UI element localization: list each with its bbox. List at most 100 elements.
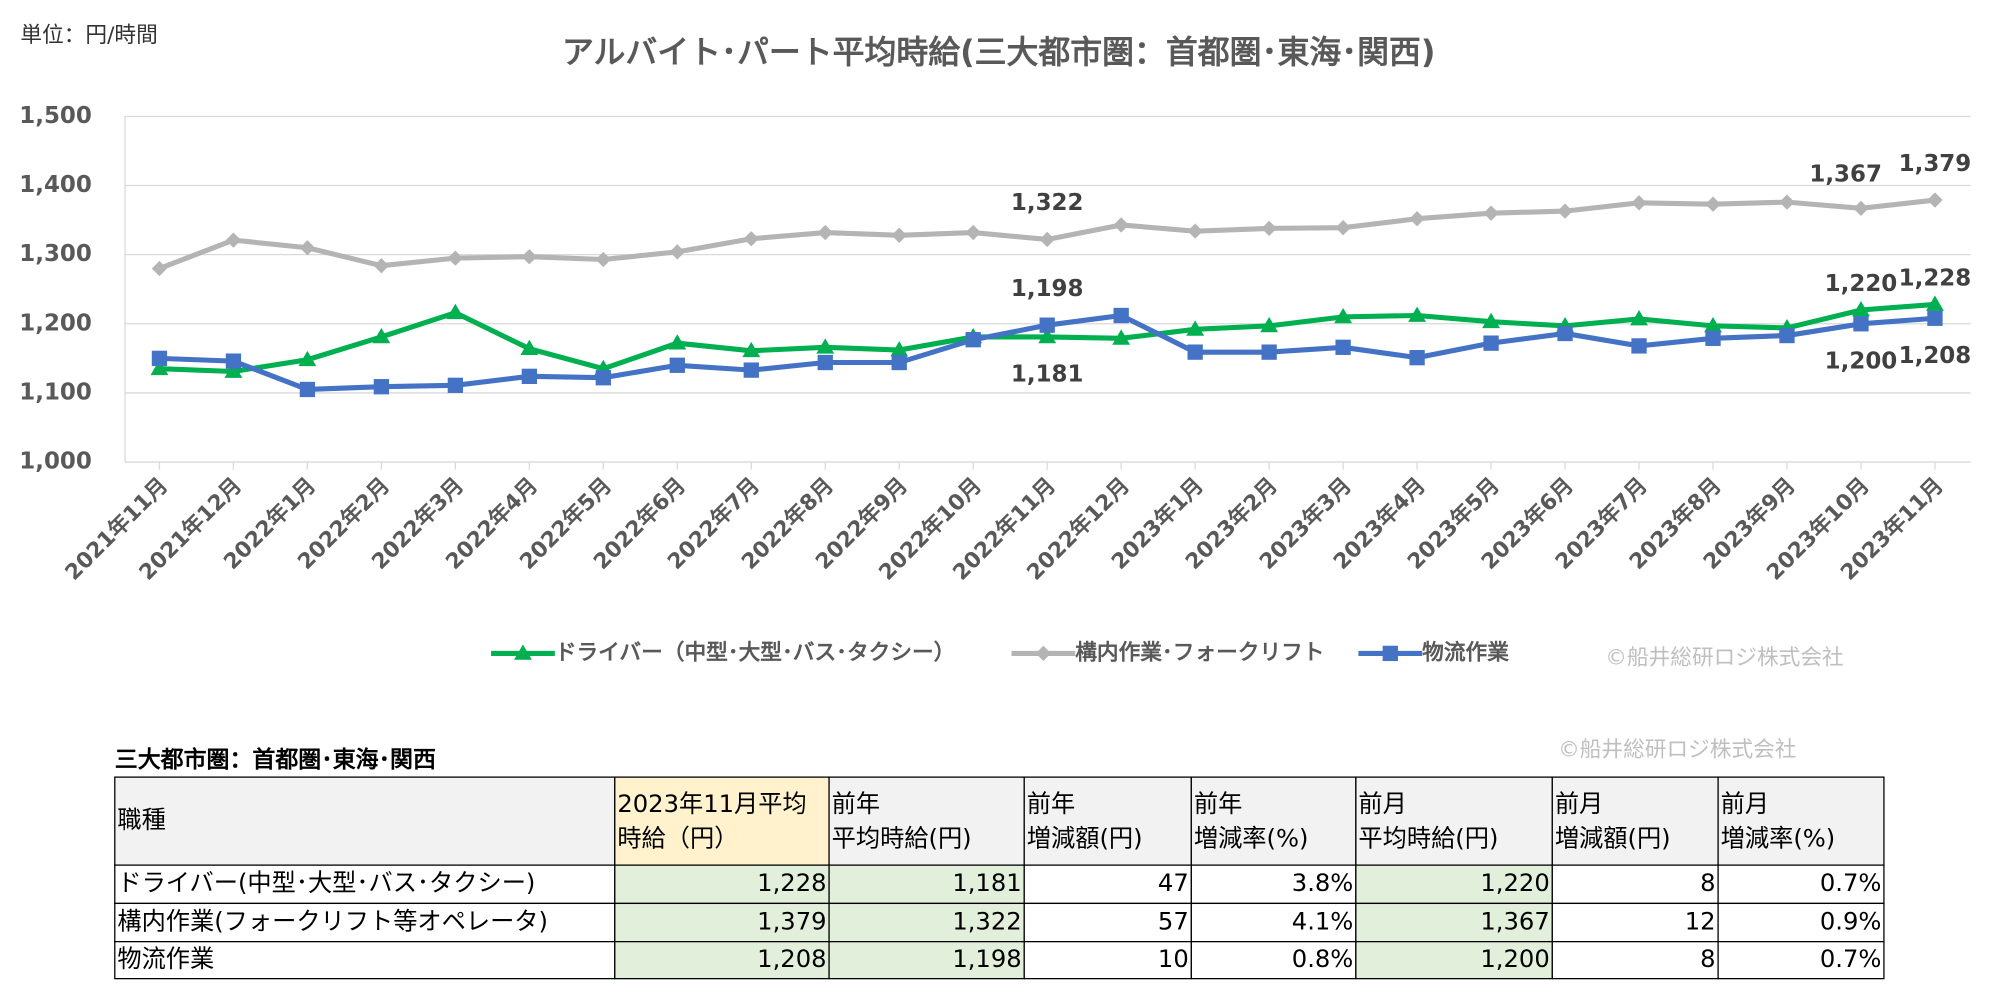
marker [1482, 312, 1500, 329]
header-text: 前月 [1358, 790, 1406, 818]
marker [669, 357, 685, 373]
marker [151, 350, 168, 367]
marker [743, 362, 759, 378]
marker [373, 379, 390, 395]
cell [1355, 902, 1553, 943]
marker [1483, 335, 1499, 351]
header-text: 平均時給(円) [832, 825, 972, 853]
legend-marker [514, 644, 532, 660]
header-text: 増減率(%) [1721, 825, 1836, 853]
marker [298, 350, 317, 367]
marker [225, 232, 242, 248]
marker [521, 368, 537, 384]
marker [1704, 316, 1722, 333]
cell-text: ドライバー(中型･大型･バス･タクシー) [117, 869, 535, 897]
marker [890, 341, 909, 357]
marker [225, 353, 242, 369]
marker [1705, 330, 1721, 346]
cell [1023, 941, 1192, 980]
marker [595, 251, 611, 268]
marker [1113, 217, 1129, 233]
cell [1190, 902, 1357, 943]
marker [150, 359, 169, 376]
data-label: 1,367 [1809, 162, 1882, 188]
marker [1335, 339, 1351, 355]
marker [595, 370, 611, 386]
data-label: 1,181 [1011, 362, 1084, 388]
header-cell [1355, 776, 1553, 866]
marker [891, 354, 907, 371]
marker [1779, 194, 1795, 210]
marker [668, 334, 687, 350]
legend-marker [1382, 645, 1398, 662]
y-tick-label: 1,200 [19, 310, 92, 336]
marker [1853, 316, 1869, 332]
marker [1852, 301, 1870, 317]
marker [1261, 344, 1277, 360]
data-label: 1,379 [1899, 151, 1972, 177]
legend-label: 構内作業･フォークリフト [1075, 639, 1324, 665]
cell-text: 10 [1158, 945, 1189, 973]
cell-text: 1,208 [757, 945, 826, 973]
marker [1335, 220, 1351, 236]
y-tick-label: 1,300 [19, 241, 92, 267]
marker [372, 328, 391, 344]
y-tick-label: 1,100 [19, 379, 92, 405]
y-tick-label: 1,400 [19, 172, 92, 198]
cell-text: 1,228 [757, 869, 826, 897]
data-label: 1,200 [1825, 349, 1898, 375]
y-tick-label: 1,500 [19, 103, 92, 129]
cell-text: 0.7% [1820, 945, 1882, 973]
header-text: 増減率(%) [1194, 825, 1309, 853]
header-cell [1023, 776, 1192, 866]
cell [114, 941, 616, 980]
header-text: 時給（円） [617, 825, 738, 853]
data-label: 1,198 [1011, 276, 1084, 302]
marker [1631, 195, 1647, 211]
marker [1927, 192, 1943, 208]
marker [816, 338, 835, 354]
header-cell [614, 776, 830, 866]
marker [224, 362, 243, 378]
marker [669, 244, 685, 260]
cell [614, 902, 830, 943]
marker [1557, 325, 1573, 342]
marker [1409, 211, 1425, 227]
marker [742, 341, 761, 358]
data-label: 1,228 [1899, 265, 1972, 291]
cell [1717, 864, 1885, 905]
marker [1113, 307, 1129, 324]
header-text: 前年 [832, 790, 880, 818]
data-label: 1,322 [1011, 190, 1084, 216]
marker [521, 249, 537, 265]
cell-text: 0.9% [1820, 908, 1882, 936]
marker [1039, 317, 1055, 333]
header-text: 平均時給(円) [1358, 825, 1498, 853]
unit-label: 単位：円/時間 [20, 23, 157, 48]
cell-text: 8 [1700, 869, 1715, 897]
header-text: 前月 [1555, 790, 1603, 818]
cell [614, 941, 830, 980]
header-cell [828, 776, 1025, 866]
header-cell [114, 776, 616, 866]
cell-text: 1,367 [1480, 908, 1549, 936]
header-cell [1717, 776, 1885, 866]
marker [1853, 200, 1869, 216]
header-cell [1551, 776, 1719, 866]
marker [1631, 338, 1647, 354]
cell-text: 3.8% [1292, 869, 1354, 897]
header-text: 前年 [1027, 790, 1075, 818]
marker [1261, 220, 1277, 237]
marker [817, 224, 833, 241]
marker [447, 250, 464, 266]
cell-text: 1,322 [952, 908, 1021, 936]
marker [1038, 328, 1057, 344]
legend-label: ドライバー（中型･大型･バス･タクシー） [555, 640, 955, 665]
marker [520, 339, 539, 356]
data-label: 1,220 [1825, 271, 1898, 297]
cell-text: 0.7% [1820, 869, 1882, 897]
header-text: 職種 [117, 806, 165, 834]
watermark: ©船井総研ロジ株式会社 [1605, 645, 1843, 670]
cell-text: 12 [1685, 908, 1716, 936]
marker [1409, 350, 1425, 366]
